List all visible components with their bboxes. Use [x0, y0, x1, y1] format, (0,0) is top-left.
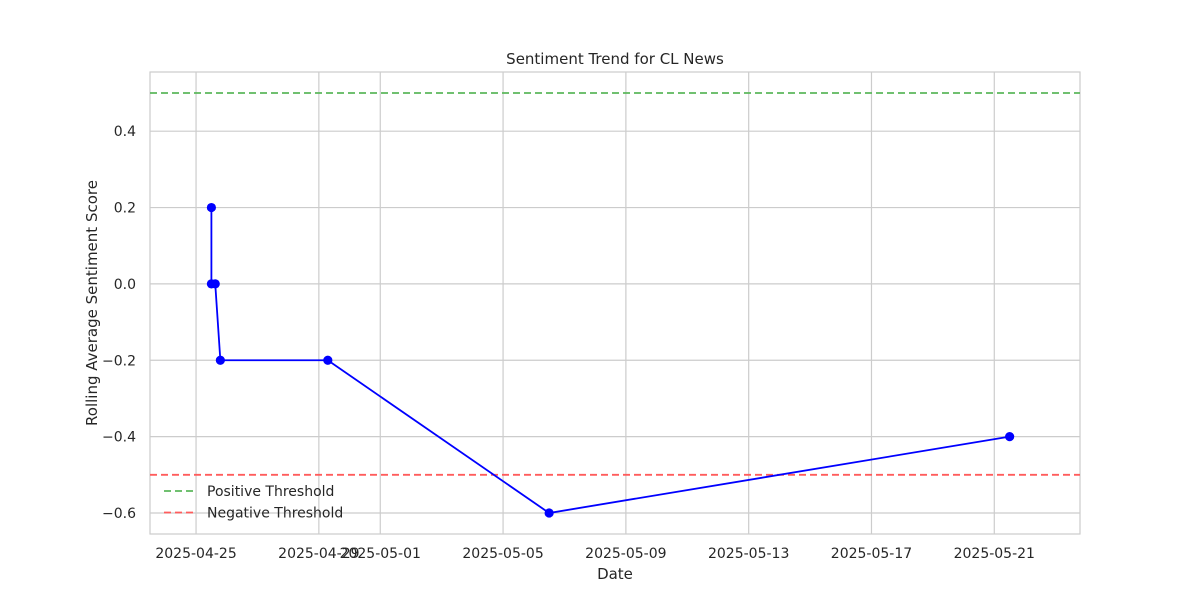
chart-title: Sentiment Trend for CL News [506, 50, 724, 68]
y-tick-label: 0.0 [114, 277, 136, 293]
x-tick-label: 2025-05-05 [462, 546, 543, 562]
y-tick-label: −0.6 [102, 506, 136, 522]
data-point [1005, 432, 1015, 442]
x-tick-label: 2025-05-13 [708, 546, 789, 562]
legend-label: Negative Threshold [207, 506, 343, 522]
legend: Positive Threshold Negative Threshold [164, 484, 343, 522]
x-tick-label: 2025-05-21 [954, 546, 1035, 562]
data-point [206, 202, 217, 213]
legend-label: Positive Threshold [207, 484, 334, 500]
y-axis-label: Rolling Average Sentiment Score [83, 180, 101, 426]
y-tick-label: −0.2 [102, 353, 136, 369]
x-tick-label: 2025-05-09 [585, 546, 666, 562]
y-tick-label: −0.4 [102, 430, 136, 446]
y-tick-label: 0.2 [114, 201, 136, 217]
plot-area-frame [149, 71, 1081, 535]
data-point [323, 355, 333, 365]
x-tick-label: 2025-05-17 [831, 546, 912, 562]
x-tick-label: 2025-04-29 [278, 546, 359, 562]
x-tick-label: 2025-05-01 [340, 546, 421, 562]
y-tick-label: 0.4 [114, 124, 136, 140]
series-layer [206, 202, 1015, 518]
x-axis-label: Date [597, 565, 633, 583]
data-point [215, 355, 225, 365]
y-tick-labels: −0.6 −0.4 −0.2 0.0 0.2 0.4 [102, 124, 136, 522]
data-point [544, 508, 554, 518]
threshold-lines [150, 92, 1080, 476]
x-tick-label: 2025-04-25 [155, 546, 236, 562]
x-gridlines [195, 72, 995, 534]
data-point [210, 279, 220, 289]
